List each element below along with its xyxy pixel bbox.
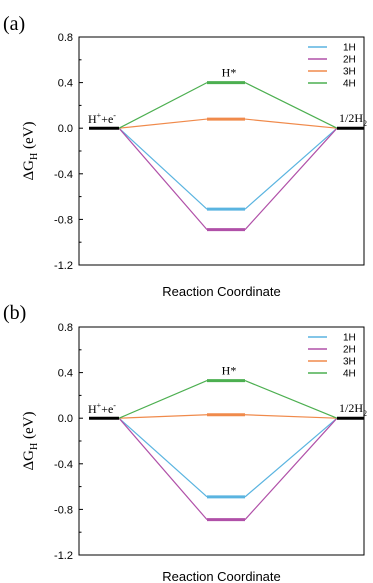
annotation-final-sub: 2 <box>363 409 367 418</box>
y-tick-label: -1.2 <box>54 260 73 272</box>
y-tick-label: -0.8 <box>54 504 73 516</box>
y-tick-label: 0.8 <box>58 32 73 44</box>
series-3H <box>118 413 338 419</box>
x-axis-label: Reaction Coordinate <box>162 284 281 299</box>
annotation-initial-part: +e <box>101 402 113 416</box>
series-connector <box>244 417 338 498</box>
series-connector <box>118 127 208 210</box>
annotation-final-sub: 2 <box>363 119 367 128</box>
series-connector <box>244 118 338 129</box>
annotation-initial: H++e- <box>88 111 116 126</box>
annotation-initial-part: + <box>97 111 102 120</box>
annotation-final: 1/2H2 <box>339 401 367 418</box>
annotation-initial-part: + <box>97 401 102 410</box>
annotation-initial-part: H <box>88 402 97 416</box>
series-connector <box>118 82 208 129</box>
series-4H <box>118 81 338 129</box>
legend-label: 4H <box>343 79 356 90</box>
series-2H <box>118 417 338 522</box>
y-tick-label: 0.4 <box>58 78 73 90</box>
legend-label: 4H <box>343 369 356 380</box>
y-label-sub: H <box>29 153 40 160</box>
y-tick-label: 0.8 <box>58 322 73 334</box>
y-label-sub: H <box>29 443 40 450</box>
annotation-initial-part: +e <box>101 112 113 126</box>
legend-label: 2H <box>343 55 356 66</box>
legend-label: 1H <box>343 333 356 344</box>
series-connector <box>244 127 338 231</box>
series-connector <box>244 127 338 210</box>
series-connector <box>118 127 208 231</box>
y-tick-label: -1.2 <box>54 550 73 562</box>
legend-label: 3H <box>343 67 356 78</box>
annotation-final-main: 1/2H <box>339 401 363 415</box>
y-tick-label: -0.8 <box>54 214 73 226</box>
series-connector <box>244 82 338 129</box>
series-connector <box>118 417 208 498</box>
series-connector <box>244 417 338 521</box>
series-connector <box>118 414 208 419</box>
x-axis-label: Reaction Coordinate <box>162 569 281 583</box>
y-tick-label: -0.4 <box>54 169 73 181</box>
legend-label: 3H <box>343 357 356 368</box>
annotation-initial: H++e- <box>88 401 116 416</box>
series-connector <box>244 414 338 419</box>
legend-label: 2H <box>343 345 356 356</box>
panel-label: (a) <box>3 13 25 35</box>
y-tick-label: 0.4 <box>58 368 73 380</box>
y-tick-label: 0.0 <box>58 123 73 135</box>
y-label-unit: (eV) <box>21 412 37 443</box>
annotation-hstar: H* <box>222 66 237 80</box>
series-connector <box>118 118 208 129</box>
y-tick-label: -0.4 <box>54 459 73 471</box>
y-label-main: ΔG <box>21 160 37 181</box>
y-label-unit: (eV) <box>21 122 37 153</box>
series-connector <box>244 380 338 419</box>
series-connector <box>118 380 208 419</box>
series-3H <box>118 117 338 129</box>
annotation-initial-part: - <box>113 111 116 120</box>
series-1H <box>118 127 338 211</box>
series-1H <box>118 417 338 499</box>
panel-label: (b) <box>3 302 26 324</box>
series-4H <box>118 379 338 419</box>
legend-label: 1H <box>343 43 356 54</box>
annotation-initial-part: - <box>113 401 116 410</box>
y-axis-label: ΔGH (eV) <box>21 122 40 181</box>
y-label-main: ΔG <box>21 450 37 471</box>
y-tick-label: 0.0 <box>58 413 73 425</box>
annotation-hstar: H* <box>222 364 237 378</box>
annotation-initial-part: H <box>88 112 97 126</box>
y-axis-label: ΔGH (eV) <box>21 412 40 471</box>
series-connector <box>118 417 208 521</box>
annotation-final-main: 1/2H <box>339 111 363 125</box>
series-2H <box>118 127 338 232</box>
annotation-final: 1/2H2 <box>339 111 367 128</box>
